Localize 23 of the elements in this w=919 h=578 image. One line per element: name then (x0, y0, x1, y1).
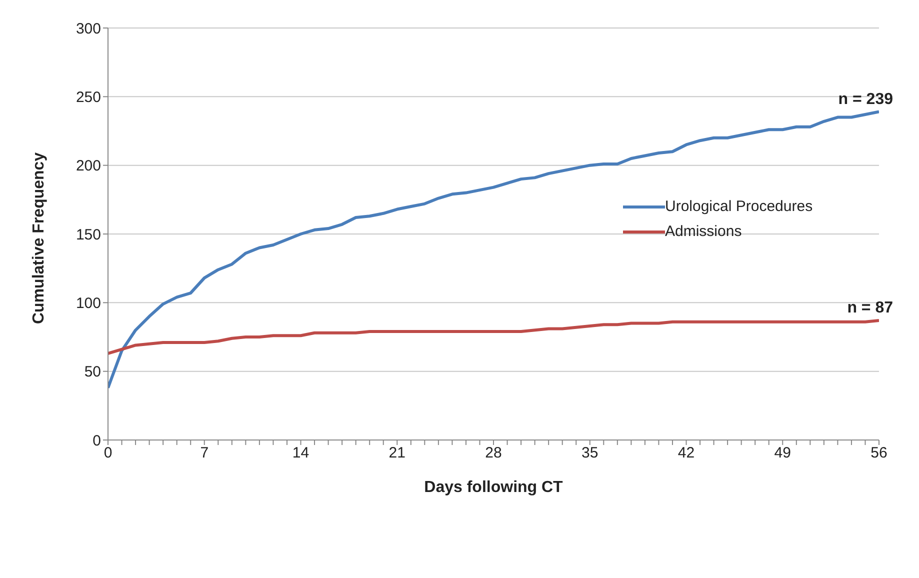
y-tick-label: 200 (76, 158, 101, 175)
x-axis-title: Days following CT (424, 479, 564, 496)
x-tick-label: 0 (104, 444, 112, 462)
y-tick-label: 50 (84, 364, 101, 381)
x-tick-label: 21 (388, 444, 406, 462)
y-tick-label: 100 (76, 294, 101, 312)
annotation: n = 239 (838, 90, 894, 108)
y-tick-label: 0 (92, 432, 101, 450)
y-tick-label: 300 (76, 20, 101, 38)
y-axis-title: Cumulative Frequency (30, 152, 48, 324)
x-tick-label: 56 (870, 444, 888, 462)
annotation: n = 87 (847, 300, 894, 317)
legend-label: Admissions (665, 223, 742, 240)
x-tick-label: 42 (678, 444, 695, 462)
y-tick-label: 250 (76, 88, 101, 106)
legend-label: Urological Procedures (665, 198, 813, 215)
x-tick-label: 35 (582, 444, 598, 462)
line-series (108, 319, 879, 355)
x-tick-label: 14 (292, 444, 310, 462)
x-tick-label: 7 (200, 444, 209, 462)
y-tick-label: 150 (76, 226, 101, 244)
x-tick-label: 49 (774, 444, 791, 462)
x-tick-label: 28 (485, 444, 502, 462)
